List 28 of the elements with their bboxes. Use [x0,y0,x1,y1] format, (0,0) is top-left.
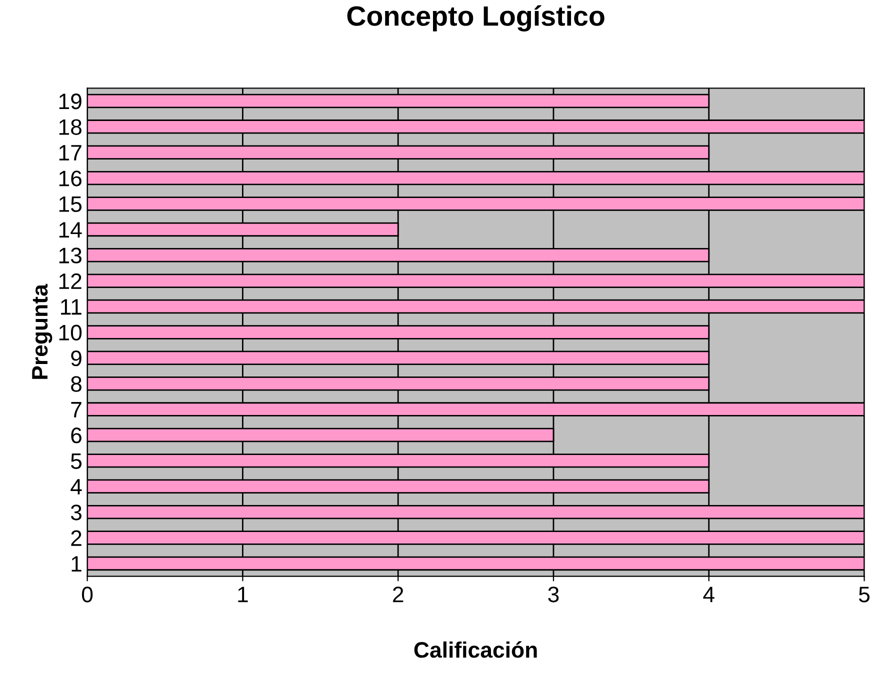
y-tick-label: 13 [59,248,82,264]
y-tick-label: 9 [71,350,82,366]
x-tick-label: 4 [703,586,714,602]
y-tick-label: 15 [59,196,82,212]
y-tick-label: 1 [72,556,82,572]
x-tick-label: 0 [82,586,93,602]
x-axis-title: Calificación [414,641,537,658]
x-tick-label: 1 [238,586,248,602]
y-tick-label: 2 [71,530,82,546]
y-tick-label: 10 [59,324,82,340]
y-axis-title: Pregunta [32,284,52,379]
y-tick-label: 19 [59,94,82,110]
y-tick-label: 5 [70,453,82,469]
x-tick-label: 2 [393,586,404,602]
y-tick-label: 7 [71,402,82,418]
x-tick-label: 5 [858,586,870,602]
y-tick-label: 8 [71,376,82,392]
y-tick-label: 6 [71,428,82,444]
y-tick-label: 12 [59,273,82,289]
chart-title: Concepto Logístico [347,5,604,32]
y-tick-label: 3 [70,504,82,520]
y-tick-label: 14 [59,222,82,238]
y-tick-label: 11 [61,299,82,315]
y-tick-label: 16 [59,170,82,186]
y-tick-label: 18 [59,119,82,135]
y-tick-label: 17 [59,145,82,160]
y-tick-label: 4 [70,479,82,494]
x-tick-label: 3 [548,586,559,602]
